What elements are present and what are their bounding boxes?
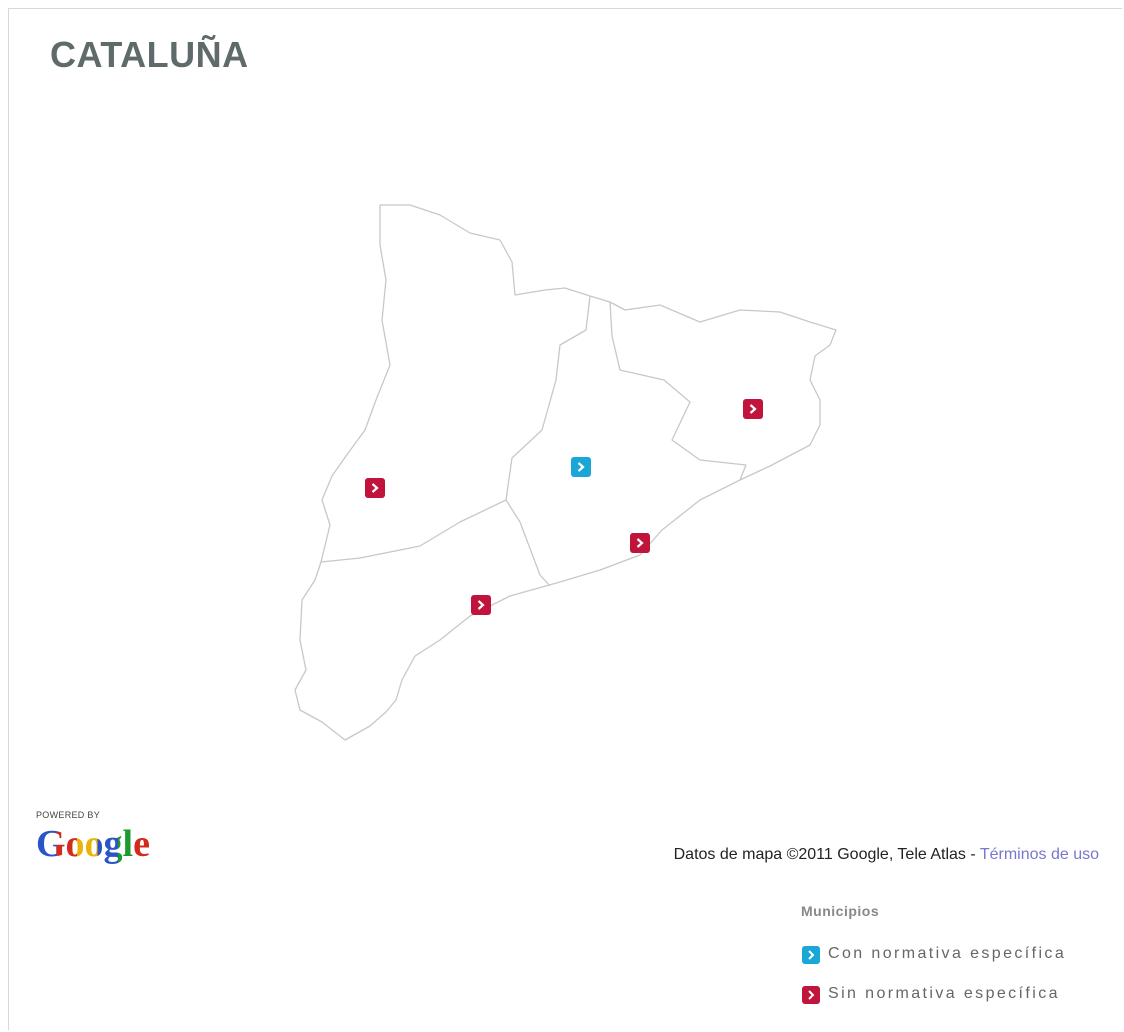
border [320,499,507,563]
border [609,301,747,481]
region-borders [294,204,837,741]
attribution: Datos de mapa ©2011 Google, Tele Atlas -… [674,846,1099,864]
terms-link[interactable]: Términos de uso [979,846,1099,863]
legend-title: Municipios [801,903,880,919]
legend-chevron [808,990,815,1000]
outline [294,204,837,741]
legend-swatch [802,946,820,964]
marker[interactable] [571,457,591,477]
legend-swatch [802,986,820,1004]
legend-icon [802,986,820,1004]
legend-label: Con normativa específica [828,945,1067,962]
marker[interactable] [471,595,491,615]
markers [365,399,763,615]
powered-by: POWERED BY [36,810,101,820]
frame [8,8,1122,1030]
marker[interactable] [743,399,763,419]
google-logo: Google [36,823,150,865]
legend-label: Sin normativa específica [828,985,1060,1002]
marker[interactable] [630,533,650,553]
marker[interactable] [365,478,385,498]
legend-item: Con normativa específica [801,944,1066,964]
legend-item: Sin normativa específica [801,984,1060,1004]
legend-chevron [808,950,815,960]
region-title: CATALUÑA [50,34,249,75]
legend-icon [802,946,820,964]
attribution-text: Datos de mapa ©2011 Google, Tele Atlas - [673,846,976,863]
border [505,295,591,587]
